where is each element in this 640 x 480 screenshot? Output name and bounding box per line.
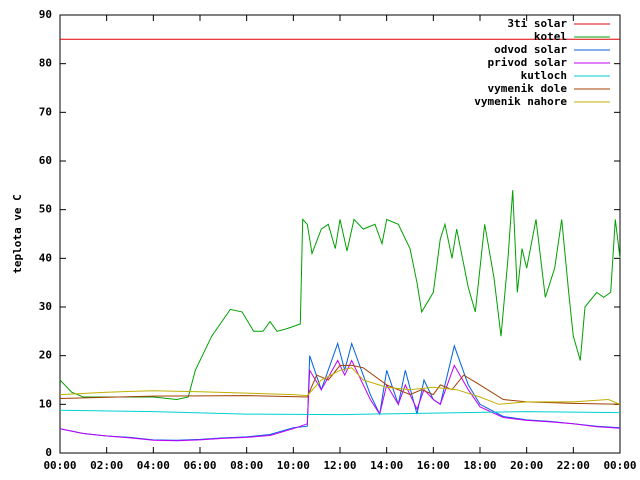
y-tick-label: 80 — [39, 57, 52, 70]
legend-label: vymenik dole — [488, 82, 568, 95]
x-tick-label: 12:00 — [323, 459, 356, 472]
series-line — [59, 364, 621, 405]
series-line — [59, 367, 621, 405]
x-tick-label: 00:00 — [43, 459, 76, 472]
series-line — [59, 190, 621, 401]
y-tick-label: 0 — [45, 446, 52, 459]
x-tick-label: 00:00 — [603, 459, 636, 472]
legend-label: odvod solar — [494, 43, 567, 56]
y-axis-label: teplota ve C — [11, 194, 24, 273]
y-tick-label: 20 — [39, 349, 52, 362]
x-tick-label: 20:00 — [510, 459, 543, 472]
legend-label: 3ti solar — [507, 17, 567, 30]
legend-label: kotel — [534, 30, 567, 43]
x-tick-label: 02:00 — [90, 459, 123, 472]
y-tick-label: 10 — [39, 397, 52, 410]
x-tick-label: 14:00 — [370, 459, 403, 472]
x-tick-label: 18:00 — [463, 459, 496, 472]
legend-label: kutloch — [521, 69, 567, 82]
x-tick-label: 08:00 — [230, 459, 263, 472]
legend-label: vymenik nahore — [474, 95, 567, 108]
legend-label: privod solar — [488, 56, 568, 69]
y-tick-label: 50 — [39, 203, 52, 216]
x-tick-label: 10:00 — [277, 459, 310, 472]
y-tick-label: 60 — [39, 154, 52, 167]
y-tick-label: 30 — [39, 300, 52, 313]
x-tick-label: 04:00 — [137, 459, 170, 472]
x-tick-label: 16:00 — [417, 459, 450, 472]
y-tick-label: 90 — [39, 8, 52, 21]
series-line — [59, 359, 621, 442]
x-tick-label: 22:00 — [557, 459, 590, 472]
y-tick-label: 70 — [39, 105, 52, 118]
x-tick-label: 06:00 — [183, 459, 216, 472]
series-line — [59, 409, 621, 416]
y-tick-label: 40 — [39, 251, 52, 264]
